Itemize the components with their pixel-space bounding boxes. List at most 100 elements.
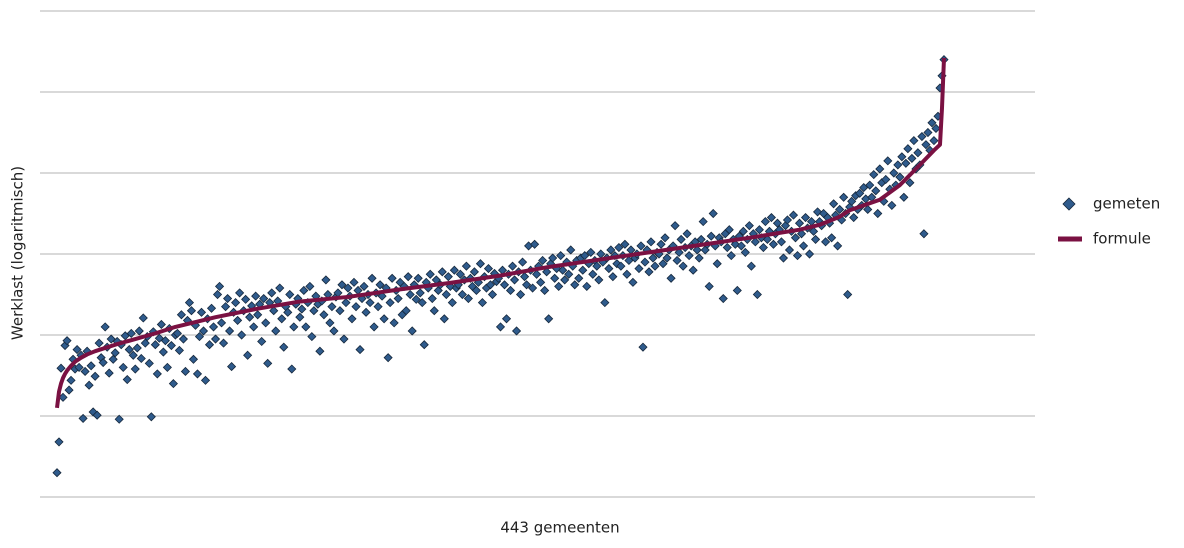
data-point (385, 298, 395, 308)
data-point (104, 368, 114, 378)
data-point (198, 326, 209, 336)
data-point (674, 247, 684, 257)
data-point (365, 298, 375, 308)
data-point (419, 340, 429, 350)
data-point (927, 118, 937, 128)
data-point (80, 366, 90, 377)
data-point (449, 265, 459, 275)
data-point (694, 253, 704, 263)
data-point (636, 241, 646, 251)
data-point (903, 144, 913, 154)
data-point (90, 371, 100, 381)
data-point (405, 289, 415, 300)
data-point (168, 379, 178, 389)
data-point (544, 314, 554, 324)
data-point (883, 156, 893, 166)
data-point (373, 302, 383, 312)
data-point (144, 358, 154, 368)
data-point (275, 283, 285, 293)
data-point (403, 272, 413, 282)
data-point (905, 178, 915, 188)
data-point (369, 322, 379, 332)
data-point (684, 251, 694, 261)
data-point (253, 310, 263, 320)
data-point (917, 131, 927, 142)
data-point (746, 261, 756, 271)
data-point (780, 221, 791, 231)
data-point (931, 123, 941, 134)
data-point (516, 289, 526, 300)
data-point (608, 272, 618, 282)
data-point (895, 172, 905, 182)
data-point (511, 326, 522, 336)
data-point (162, 362, 172, 372)
data-point (760, 217, 770, 227)
data-point (863, 204, 873, 215)
data-point (499, 280, 510, 290)
data-point (126, 328, 136, 338)
data-point (178, 334, 188, 344)
data-point (744, 221, 754, 231)
data-point (100, 322, 110, 332)
data-point (319, 310, 329, 320)
data-point (566, 245, 576, 255)
data-point (634, 264, 644, 274)
data-point (196, 307, 207, 317)
data-point (736, 241, 746, 251)
data-point (656, 239, 666, 249)
data-point (790, 233, 801, 243)
data-point (782, 215, 793, 225)
data-point (78, 413, 88, 423)
data-point (407, 326, 417, 336)
data-point (351, 302, 361, 312)
data-point (206, 303, 217, 313)
data-point (130, 364, 140, 374)
data-point (257, 336, 267, 347)
data-point (616, 261, 626, 271)
data-point (640, 257, 650, 267)
data-point (152, 369, 162, 379)
data-point (558, 265, 568, 275)
data-point (88, 407, 98, 417)
data-point (174, 345, 184, 355)
data-point (72, 345, 82, 355)
data-point (712, 259, 722, 269)
data-point (678, 261, 688, 271)
data-point (518, 257, 528, 267)
y-axis-label: Werklast (logaritmisch) (9, 166, 27, 340)
data-point (337, 280, 347, 290)
data-point (929, 136, 939, 146)
data-point (776, 237, 787, 247)
data-point (307, 332, 317, 342)
data-point (287, 364, 297, 374)
data-point (259, 293, 269, 304)
data-point (821, 237, 831, 247)
data-point (208, 322, 219, 332)
data-point (56, 363, 66, 373)
data-point (672, 255, 682, 266)
data-point (315, 346, 325, 356)
data-point (176, 310, 186, 320)
data-point (740, 247, 750, 257)
data-point (74, 362, 84, 372)
data-point (794, 218, 805, 228)
data-point (477, 298, 488, 308)
data-point (271, 326, 281, 336)
data-point (124, 345, 134, 355)
data-point (907, 153, 917, 163)
data-point (650, 261, 660, 271)
data-point (606, 245, 616, 255)
data-point (768, 239, 778, 249)
data-point (188, 354, 199, 364)
data-point (532, 269, 542, 279)
data-point (622, 269, 632, 279)
data-point (110, 348, 120, 358)
data-point (325, 318, 335, 328)
data-point (644, 267, 654, 277)
data-point (871, 186, 881, 196)
data-point (289, 322, 299, 332)
data-point (833, 241, 843, 251)
data-point (132, 343, 142, 353)
data-point (355, 345, 365, 355)
data-point (237, 330, 247, 340)
